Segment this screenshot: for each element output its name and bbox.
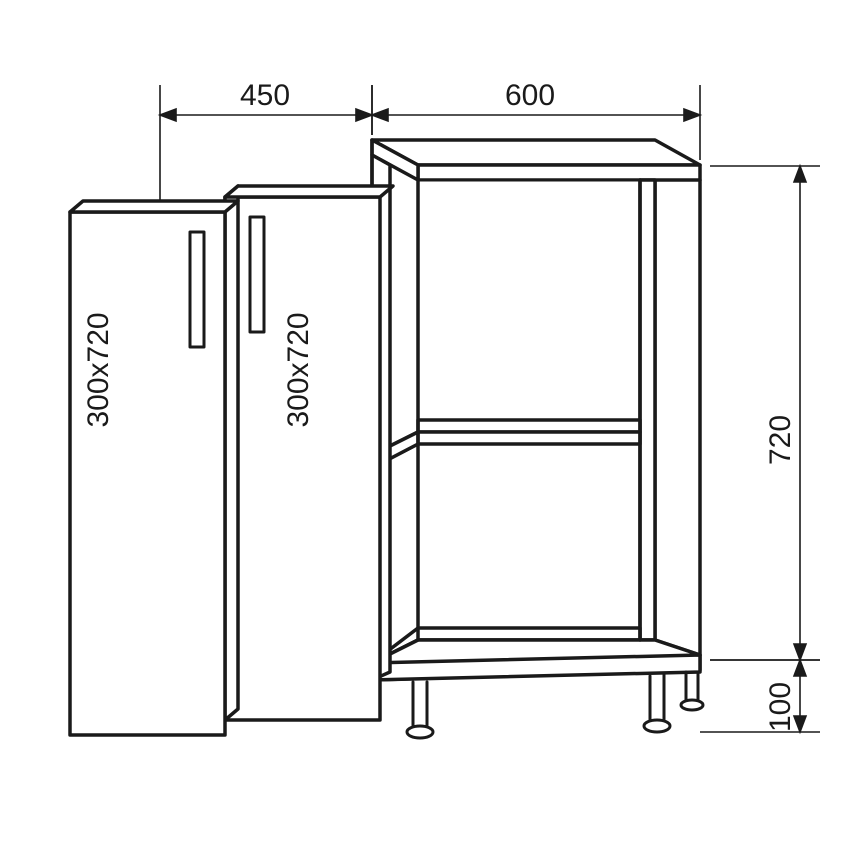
cabinet-legs: [407, 672, 703, 738]
label-door-right: 300x720: [282, 312, 315, 427]
cabinet-body: [372, 140, 700, 680]
label-depth: 450: [240, 79, 290, 112]
cabinet-technical-drawing: 450 600 720 100 300x720 300x720: [0, 0, 852, 852]
label-plinth: 100: [764, 682, 797, 732]
label-width: 600: [505, 79, 555, 112]
label-door-left: 300x720: [82, 312, 115, 427]
dim-height: [710, 166, 820, 660]
cabinet-doors: [70, 186, 393, 735]
dim-plinth: [700, 660, 820, 732]
label-height: 720: [764, 415, 797, 465]
